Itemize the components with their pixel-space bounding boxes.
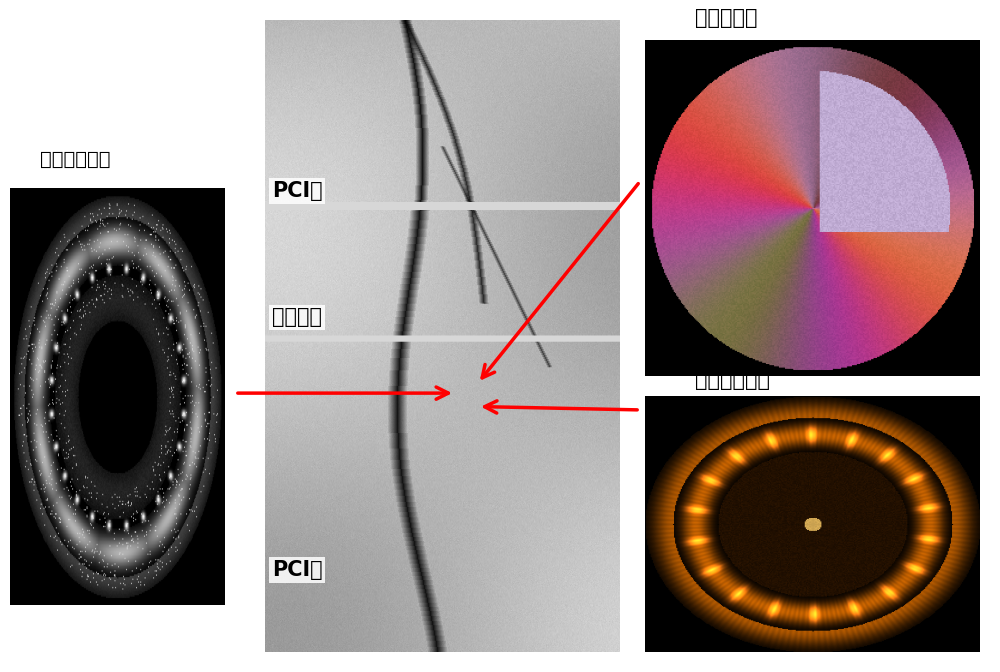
- Text: 光干渉撮影法: 光干渉撮影法: [695, 370, 770, 390]
- Text: 血管内超音波: 血管内超音波: [40, 150, 110, 169]
- Text: PCI前: PCI前: [272, 181, 323, 201]
- Text: 血管内視鏡: 血管内視鏡: [695, 7, 758, 28]
- Text: PCI後: PCI後: [272, 560, 323, 580]
- Text: ステント: ステント: [272, 307, 322, 327]
